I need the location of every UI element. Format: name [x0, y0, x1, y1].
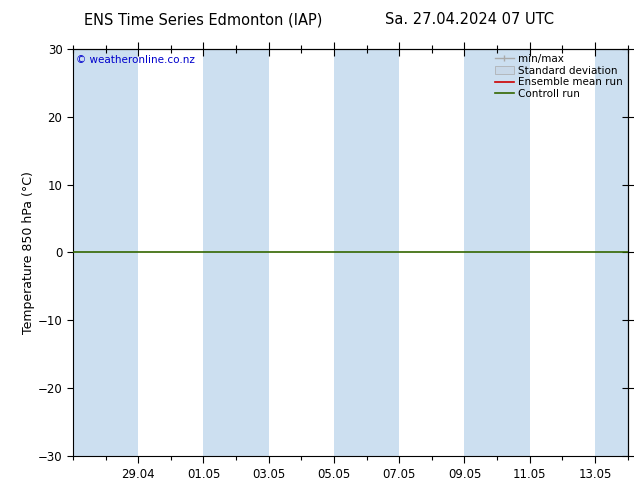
Bar: [204, 49, 269, 456]
Bar: [73, 49, 138, 456]
Bar: [465, 49, 530, 456]
Text: Sa. 27.04.2024 07 UTC: Sa. 27.04.2024 07 UTC: [385, 12, 553, 27]
Text: ENS Time Series Edmonton (IAP): ENS Time Series Edmonton (IAP): [84, 12, 322, 27]
Y-axis label: Temperature 850 hPa (°C): Temperature 850 hPa (°C): [22, 171, 35, 334]
Bar: [334, 49, 399, 456]
Bar: [595, 49, 628, 456]
Text: © weatheronline.co.nz: © weatheronline.co.nz: [75, 55, 195, 65]
Legend: min/max, Standard deviation, Ensemble mean run, Controll run: min/max, Standard deviation, Ensemble me…: [493, 52, 624, 101]
